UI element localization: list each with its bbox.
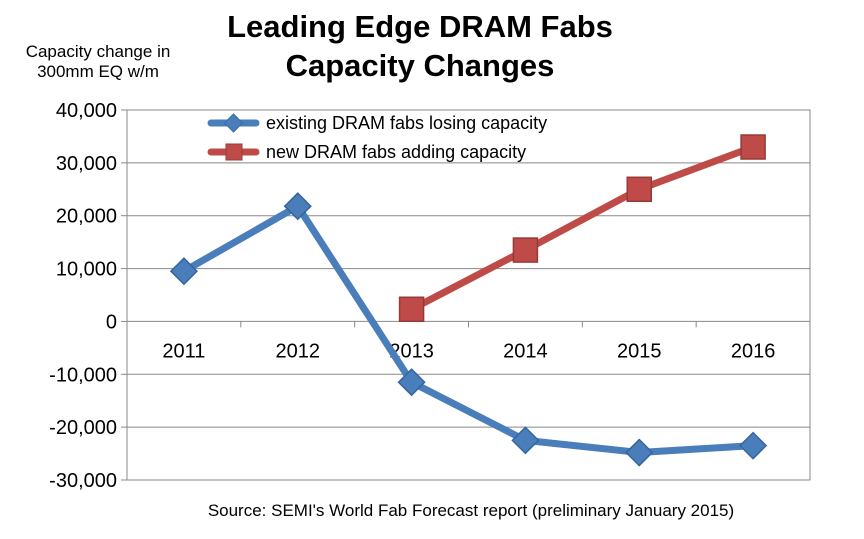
legend: existing DRAM fabs losing capacity new D… — [207, 113, 547, 162]
data-point-square — [512, 237, 539, 263]
legend-marker-square-icon — [225, 143, 243, 161]
data-point-square — [398, 296, 425, 323]
y-tick-label: 10,000 — [56, 259, 117, 281]
legend-marker-diamond-icon — [223, 113, 244, 133]
data-point-diamond — [169, 257, 198, 286]
data-point-diamond — [625, 438, 654, 467]
y-tick-label: -20,000 — [49, 417, 117, 439]
y-tick-label: 20,000 — [56, 206, 117, 228]
data-point-diamond — [511, 426, 540, 455]
data-point-diamond — [739, 431, 768, 460]
series-line — [180, 202, 757, 457]
chart-title-line-1: Leading Edge DRAM Fabs — [227, 9, 613, 44]
x-tick-label: 2012 — [276, 340, 321, 362]
y-axis-label-line-1: Capacity change in — [26, 42, 171, 61]
data-point-square — [626, 176, 652, 203]
y-axis-label-line-2: 300mm EQ w/m — [37, 62, 159, 81]
y-axis-ticks: 40,000 30,000 20,000 10,000 0 -10,000 -20,000 -… — [49, 100, 127, 492]
series-new-fabs — [398, 134, 766, 323]
x-axis-ticks: 2011 2012 2013 2014 2015 2016 — [126, 321, 811, 362]
y-tick-label: -30,000 — [49, 470, 117, 492]
series-existing-fabs — [169, 192, 768, 467]
chart-title-line-2: Capacity Changes — [286, 48, 555, 83]
x-tick-label: 2014 — [503, 340, 548, 362]
y-tick-label: 40,000 — [56, 100, 117, 122]
y-tick-label: 30,000 — [56, 153, 117, 175]
series — [169, 134, 768, 467]
x-tick-label: 2016 — [731, 340, 776, 362]
legend-entry-existing: existing DRAM fabs losing capacity — [207, 113, 547, 133]
y-tick-label: -10,000 — [49, 364, 117, 386]
series-line — [408, 143, 757, 313]
x-tick-label: 2011 — [162, 340, 205, 362]
data-point-square — [740, 134, 766, 160]
legend-entry-new: new DRAM fabs adding capacity — [207, 142, 526, 162]
y-tick-label: 0 — [106, 311, 117, 333]
data-point-diamond — [397, 368, 426, 397]
source-note: Source: SEMI's World Fab Forecast report… — [208, 501, 734, 520]
gridlines — [127, 109, 810, 481]
x-tick-label: 2015 — [617, 340, 662, 362]
x-tick-label: 2013 — [389, 340, 434, 362]
legend-label-existing: existing DRAM fabs losing capacity — [266, 113, 547, 133]
legend-label-new: new DRAM fabs adding capacity — [266, 142, 526, 162]
data-point-diamond — [283, 192, 312, 221]
